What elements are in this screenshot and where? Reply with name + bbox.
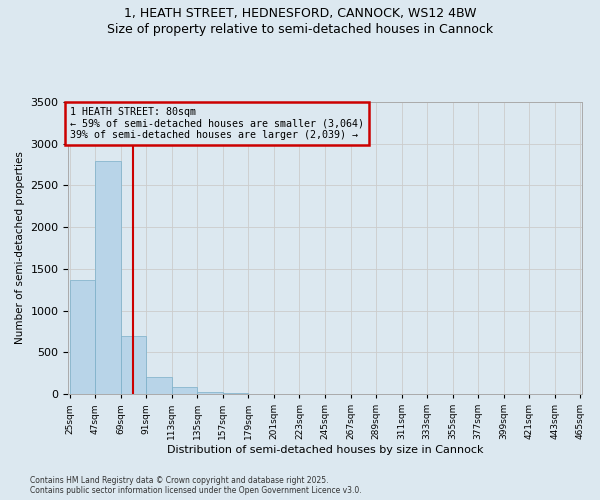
Text: 1 HEATH STREET: 80sqm
← 59% of semi-detached houses are smaller (3,064)
39% of s: 1 HEATH STREET: 80sqm ← 59% of semi-deta…	[70, 107, 364, 140]
Bar	[121, 336, 146, 394]
X-axis label: Distribution of semi-detached houses by size in Cannock: Distribution of semi-detached houses by …	[167, 445, 483, 455]
Text: Contains HM Land Registry data © Crown copyright and database right 2025.
Contai: Contains HM Land Registry data © Crown c…	[30, 476, 362, 495]
Text: 1, HEATH STREET, HEDNESFORD, CANNOCK, WS12 4BW
Size of property relative to semi: 1, HEATH STREET, HEDNESFORD, CANNOCK, WS…	[107, 8, 493, 36]
Bar	[146, 378, 172, 394]
Y-axis label: Number of semi-detached properties: Number of semi-detached properties	[15, 152, 25, 344]
Bar	[223, 393, 248, 394]
Bar	[95, 161, 121, 394]
Bar	[70, 280, 95, 394]
Bar	[172, 388, 197, 394]
Bar	[197, 392, 223, 394]
